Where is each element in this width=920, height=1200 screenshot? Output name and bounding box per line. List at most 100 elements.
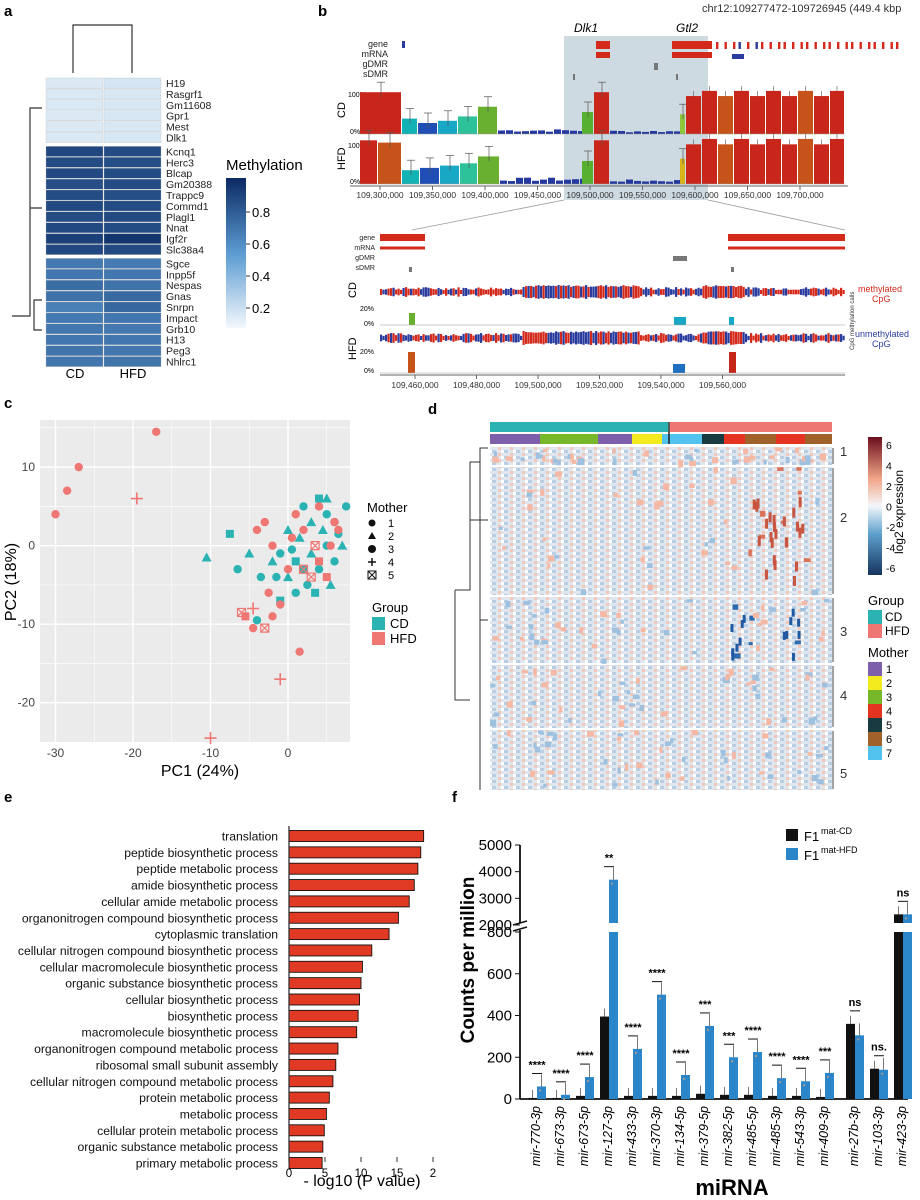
heatmap-cold-cell: [797, 630, 801, 639]
top-axis-label: 109,700,000: [776, 190, 824, 200]
cd-cpg-call: [482, 289, 485, 295]
hfd-track-bar: [650, 180, 657, 184]
heatmap-cell: [756, 645, 760, 652]
cd-cpg-call: [737, 286, 740, 298]
hfd-track-bar: [402, 170, 419, 184]
sig-label: ****: [672, 1048, 690, 1060]
pca-point: [314, 565, 324, 574]
cd-cpg-call: [407, 288, 410, 296]
cd-cpg-call: [817, 288, 820, 296]
bar-hfd: [585, 1077, 594, 1099]
cd-track-bar: [594, 92, 609, 134]
mirna-label: mir-382-5p: [721, 1106, 735, 1166]
cd-cpg-call: [665, 287, 668, 297]
hfd-cpg-call: [697, 334, 700, 342]
cd-cpg-call: [427, 287, 430, 297]
mirna-label: mir-409-3p: [817, 1106, 831, 1166]
bar-cd: [600, 1016, 609, 1099]
cd-cpg-call: [755, 287, 758, 297]
heatmap-cell: [611, 627, 619, 633]
bar-cd-upper: [894, 914, 903, 923]
heatmap-cell: [777, 467, 784, 471]
hfd-cpg-call: [447, 335, 450, 341]
cd-cpg-call: [762, 288, 765, 296]
hfd-cpg-call: [387, 333, 390, 343]
sig-label: ****: [744, 1025, 762, 1037]
gene-track-tick: [769, 42, 772, 49]
heatmap-cell: [635, 678, 640, 684]
hfd-track-bar: [540, 179, 547, 184]
heatmap-cell: [571, 460, 576, 464]
hfd-cpg-call: [587, 331, 590, 345]
cd-cpg-call: [680, 288, 683, 296]
cd-cpg-call: [712, 286, 715, 298]
zoom-gene-gtl2: [728, 234, 845, 241]
cd-cpg-call: [580, 286, 583, 298]
heatmap-cell: [612, 783, 618, 787]
term-label: cytoplasmic translation: [155, 928, 278, 942]
hfd-track-bar: [594, 140, 609, 184]
mirna-label: mir-543-3p: [793, 1106, 807, 1166]
data-dot: [706, 1028, 710, 1032]
heatmap-cell: [686, 599, 694, 603]
cd-cpg-call: [610, 286, 613, 298]
hfd-cpg-call: [440, 334, 443, 342]
hfd-cpg-call: [800, 334, 803, 342]
heatmap-cold-cell: [738, 637, 742, 646]
cell-cd-Slc38a4: [45, 244, 104, 255]
zoom-row-label-hfd: HFD: [347, 337, 359, 360]
hfd-cpg-call: [832, 335, 835, 341]
mother-annot: [632, 434, 662, 444]
heatmap-cell: [556, 460, 561, 466]
pca-ylabel: PC2 (18%): [3, 543, 20, 621]
heatmap-cell: [531, 614, 537, 618]
hfd-cpg-call: [405, 335, 408, 341]
hfd-track-bar: [500, 180, 507, 184]
zoom-pct-20-cd: 20%: [360, 306, 374, 313]
cluster-labels: 1 2 3 4 5: [832, 444, 847, 789]
cd-cpg-call: [472, 289, 475, 295]
pca-point: [260, 623, 270, 633]
pca-point: [51, 510, 60, 519]
heatmap-cell: [619, 705, 626, 710]
mother-key-label: 3: [388, 544, 394, 556]
cd-cpg-call: [557, 285, 560, 299]
data-dot: [754, 1054, 758, 1058]
cd-cpg-call: [652, 289, 655, 295]
gene-label: Gnas: [166, 291, 191, 303]
hfd-cpg-call: [710, 331, 713, 345]
heatmap-cell: [801, 456, 805, 462]
mirna-label: mir-370-3p: [649, 1106, 663, 1166]
heatmap-cell: [810, 459, 814, 463]
hfd-cpg-call: [607, 331, 610, 345]
hfd-cpg-call: [577, 332, 580, 344]
enrichment-bar: [288, 1058, 337, 1071]
heatmap-cell: [550, 458, 554, 464]
enrichment-bar: [288, 879, 415, 891]
cd-track-bar: [522, 131, 529, 134]
gene-label: Mest: [166, 122, 189, 134]
hfd-cpg-call: [492, 335, 495, 341]
cd-cpg-call: [572, 286, 575, 298]
cd-cpg-call: [772, 287, 775, 297]
region-label: chr12:109277472-109726945 (449.4 kbp: [702, 3, 901, 15]
hfd-cpg-call: [455, 335, 458, 341]
hfd-cpg-call: [595, 331, 598, 345]
cd-cpg-call: [570, 286, 573, 298]
heatmap-cell: [769, 607, 776, 612]
pca-point: [310, 541, 320, 551]
hfd-cpg-call: [402, 334, 405, 342]
group-annot-cd: [490, 422, 668, 432]
pca-point: [276, 600, 285, 609]
top-axis-label: 109,400,000: [461, 190, 509, 200]
heatmap-hot-cell: [770, 537, 774, 548]
heatmap-cell: [555, 471, 563, 477]
cell-cd-Gm11608: [45, 99, 104, 111]
cd-cpg-call: [480, 288, 483, 296]
hfd-cpg-call: [540, 332, 543, 344]
heatmap-cell: [765, 752, 772, 759]
cd-cpg-call: [382, 289, 385, 295]
term-label: translation: [222, 830, 278, 844]
hfd-cpg-call: [450, 335, 453, 341]
cd-cpg-call: [455, 289, 458, 295]
